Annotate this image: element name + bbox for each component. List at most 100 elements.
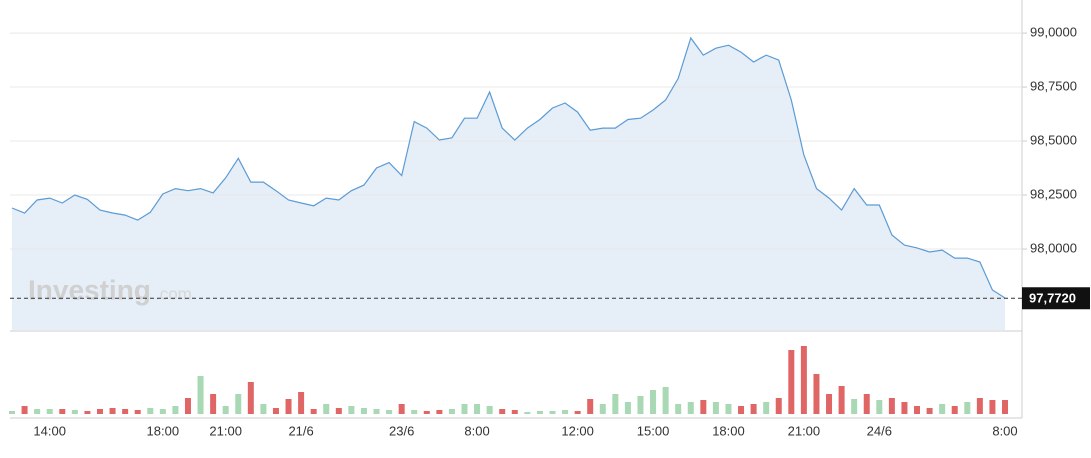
- volume-bar: [750, 404, 757, 414]
- volume-bar: [976, 398, 983, 414]
- volume-bar: [838, 386, 845, 414]
- volume-bar: [675, 404, 682, 414]
- x-tick-label: 24/6: [867, 423, 892, 438]
- volume-bar: [574, 411, 581, 414]
- volume-bar: [386, 410, 393, 414]
- volume-bar: [788, 350, 795, 414]
- volume-bar: [964, 402, 971, 414]
- volume-bar: [725, 404, 732, 414]
- volume-bar: [926, 408, 933, 414]
- volume-bar: [499, 409, 506, 414]
- volume-bar: [876, 400, 883, 414]
- volume-bar: [712, 402, 719, 414]
- x-tick-label: 18:00: [147, 423, 180, 438]
- x-tick-label: 21:00: [209, 423, 242, 438]
- volume-bar: [939, 404, 946, 414]
- volume-bar: [96, 409, 103, 414]
- volume-bar: [549, 411, 556, 414]
- volume-bar: [348, 406, 355, 414]
- volume-bar: [989, 400, 996, 414]
- current-price-label: 97,7720: [1029, 291, 1076, 306]
- volume-bar: [700, 400, 707, 414]
- volume-bar: [474, 404, 481, 414]
- volume-bar: [46, 409, 53, 414]
- area-fill: [12, 38, 1005, 330]
- volume-bar: [914, 406, 921, 414]
- volume-bar: [285, 399, 292, 414]
- volume-bar: [813, 374, 820, 414]
- volume-bar: [775, 398, 782, 414]
- volume-bar: [210, 394, 217, 414]
- volume-bar: [247, 382, 254, 414]
- volume-bar: [524, 412, 531, 414]
- volume-bar: [260, 404, 267, 414]
- volume-bar: [587, 399, 594, 414]
- volume-bar: [486, 406, 493, 414]
- y-tick-label: 98,7500: [1030, 78, 1077, 93]
- volume-bar: [34, 409, 41, 414]
- volume-bar: [122, 409, 129, 414]
- volume-bar: [235, 394, 242, 414]
- volume-bar: [851, 399, 858, 414]
- volume-bar: [612, 394, 619, 414]
- volume-bar: [637, 396, 644, 414]
- volume-bar: [84, 411, 91, 414]
- volume-bar: [222, 406, 229, 414]
- volume-bar: [650, 390, 657, 414]
- volume-bar: [373, 409, 380, 414]
- y-tick-label: 98,2500: [1030, 186, 1077, 201]
- volume-bar: [863, 394, 870, 414]
- y-tick-label: 98,5000: [1030, 132, 1077, 147]
- volume-bar: [411, 410, 418, 414]
- volume-bar: [298, 392, 305, 414]
- volume-bar: [1002, 400, 1008, 414]
- y-tick-label: 98,0000: [1030, 240, 1077, 255]
- volume-bar: [599, 404, 606, 414]
- volume-bar: [448, 409, 455, 414]
- volume-bar: [461, 404, 468, 414]
- volume-bar: [687, 402, 694, 414]
- x-tick-label: 8:00: [464, 423, 489, 438]
- volume-bar: [536, 411, 543, 414]
- volume-bar: [511, 410, 518, 414]
- volume-bar: [184, 398, 191, 414]
- x-tick-label: 14:00: [33, 423, 66, 438]
- x-tick-label: 12:00: [561, 423, 594, 438]
- volume-bar: [738, 406, 745, 414]
- volume-bar: [888, 398, 895, 414]
- volume-bar: [134, 410, 141, 414]
- current-price-box: [1022, 287, 1090, 310]
- x-tick-label: 18:00: [712, 423, 745, 438]
- volume-bar: [21, 406, 28, 414]
- volume-bar: [398, 404, 405, 414]
- volume-bar: [172, 406, 179, 414]
- x-tick-label: 21/6: [288, 423, 313, 438]
- volume-bar: [9, 411, 15, 414]
- volume-bar: [109, 408, 116, 414]
- volume-bar: [159, 409, 166, 414]
- price-line: [11, 36, 1006, 299]
- y-tick-label: 99,0000: [1030, 25, 1077, 40]
- watermark-suffix: .com: [155, 284, 192, 303]
- volume-bar: [624, 402, 631, 414]
- x-tick-label: 8:00: [992, 423, 1017, 438]
- volume-bar: [310, 409, 317, 414]
- volume-bar: [323, 404, 330, 414]
- volume-bar: [423, 411, 430, 414]
- volume-bar: [335, 408, 342, 414]
- volume-bar: [197, 376, 204, 414]
- volume-bar: [562, 410, 569, 414]
- volume-bar: [436, 410, 443, 414]
- volume-bar: [951, 406, 958, 414]
- volume-bar: [360, 408, 367, 414]
- volume-bar: [272, 408, 279, 414]
- x-tick-label: 15:00: [637, 423, 670, 438]
- volume-bar: [901, 402, 908, 414]
- x-tick-label: 21:00: [788, 423, 821, 438]
- volume-bar: [662, 387, 669, 414]
- volume-bar: [826, 394, 833, 414]
- volume-bar: [800, 346, 807, 414]
- volume-bar: [763, 402, 770, 414]
- x-tick-label: 23/6: [389, 423, 414, 438]
